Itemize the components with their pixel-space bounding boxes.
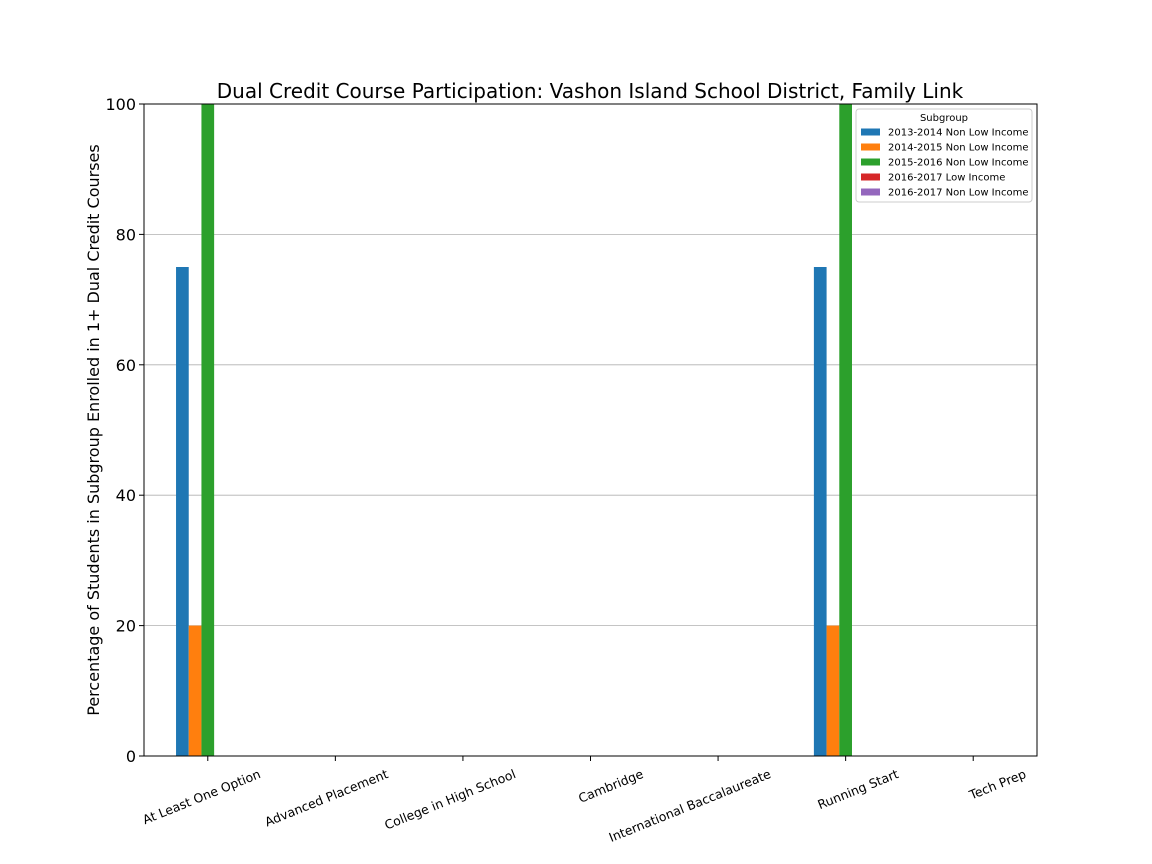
legend: Subgroup 2013-2014 Non Low Income 2014-201… [855,108,1033,203]
x-tick-label: Cambridge [576,766,646,806]
y-tick-label: 0 [126,747,136,766]
y-tick-label: 40 [116,486,136,505]
legend-entry: 2016-2017 Non Low Income [888,188,1028,199]
bar [201,104,215,756]
x-axis-ticks: At Least One Option Advanced PlacementCol… [140,756,1028,845]
x-tick-label: Running Start [815,766,900,812]
legend-entry: 2015-2016 Non Low Income [888,158,1028,169]
legend-swatch [861,158,880,166]
y-tick-label: 20 [116,617,136,636]
y-axis-label: Percentage of Students in Subgroup Enrol… [84,144,103,715]
legend-swatch [861,143,880,151]
legend-box [855,108,1033,203]
y-tick-label: 100 [105,95,136,114]
y-tick-label: 60 [116,356,136,375]
bar [813,267,827,756]
x-tick-label: College in High School [382,766,518,832]
y-axis-ticks: 0 20 40 60 80 100 [105,95,144,766]
bars [176,104,852,756]
legend-entry: 2014-2015 Non Low Income [888,143,1028,154]
x-tick-label: Advanced Placement [263,766,391,829]
bar [176,267,189,756]
y-tick-label: 80 [116,225,136,244]
x-tick-label: Tech Prep [966,766,1028,803]
legend-swatch [861,188,880,196]
legend-title: Subgroup [920,113,968,124]
x-tick-label: At Least One Option [140,766,262,827]
legend-entry: 2013-2014 Non Low Income [888,128,1028,139]
legend-swatch [861,128,880,136]
bar [826,625,840,756]
bar [839,104,852,756]
legend-entry: 2016-2017 Low Income [888,173,1005,184]
chart-title: Dual Credit Course Participation: Vashon… [217,79,964,103]
legend-swatch [861,173,880,181]
bar [188,625,202,756]
